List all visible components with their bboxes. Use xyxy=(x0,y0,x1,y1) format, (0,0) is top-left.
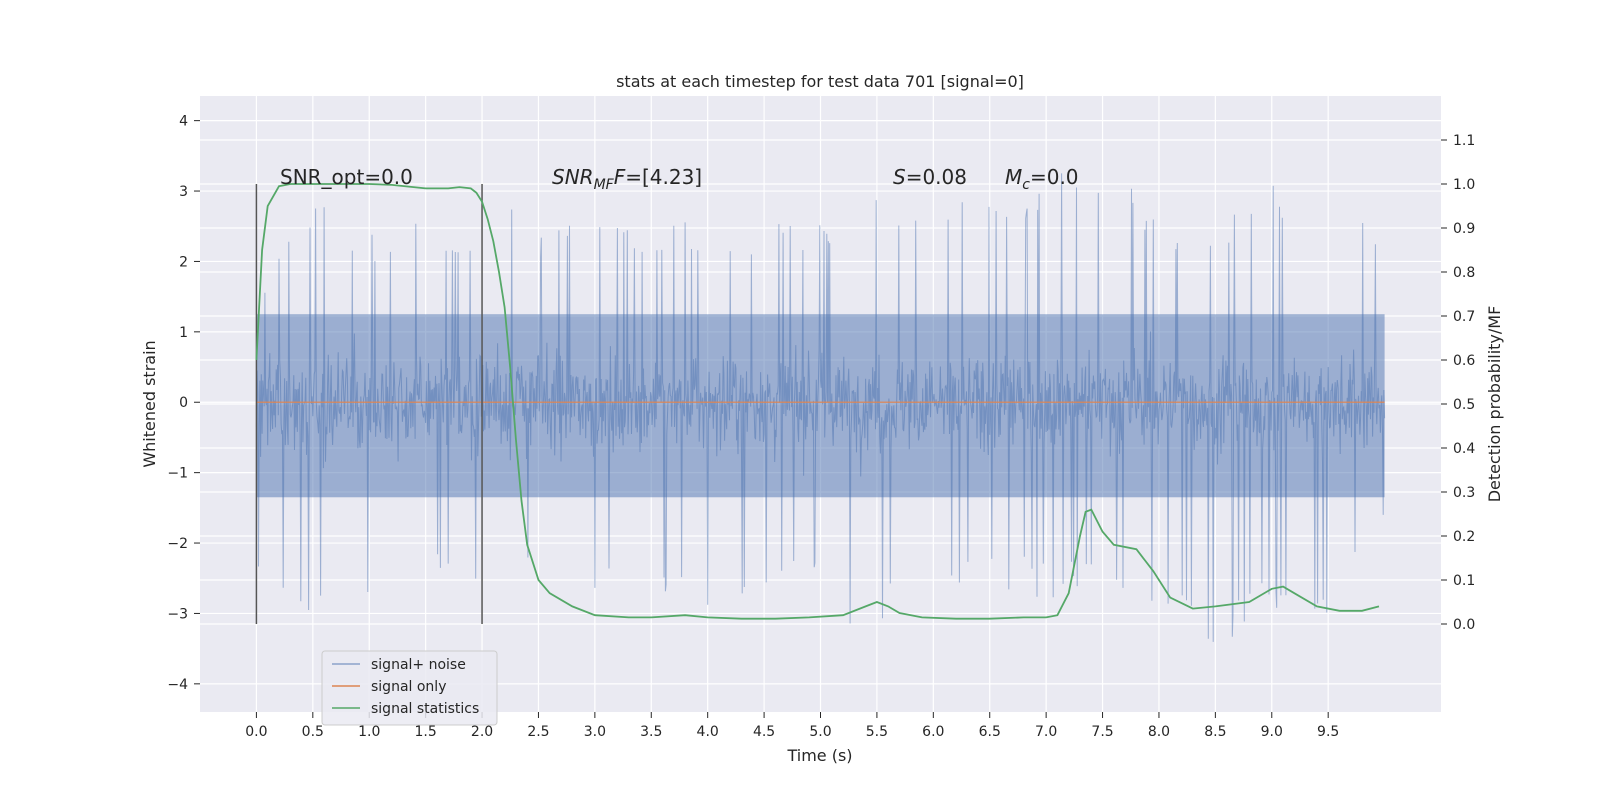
annotation-s-base: S xyxy=(893,165,906,189)
annotation-snr-mf-value: =[4.23] xyxy=(625,165,702,189)
annotation-s: S=0.08 xyxy=(893,165,967,189)
annotation-snr-mf-base: SNR xyxy=(552,165,594,189)
annotation-snr-mf-sub: MF xyxy=(594,177,615,193)
x-tick-label: 8.0 xyxy=(1148,724,1170,740)
noise-trace xyxy=(255,173,1386,642)
x-tick-label: 7.0 xyxy=(1035,724,1057,740)
x-tick-label: 0.0 xyxy=(245,724,267,740)
x-tick-label: 7.5 xyxy=(1091,724,1113,740)
y-tick-label: 3 xyxy=(179,184,188,200)
x-tick-label: 9.0 xyxy=(1261,724,1283,740)
y-tick-label: 0 xyxy=(179,395,188,411)
signal-statistics-line xyxy=(255,183,1380,620)
chart-title: stats at each timestep for test data 701… xyxy=(616,72,1024,91)
y-right-tick-label: 0.0 xyxy=(1453,617,1475,633)
y-right-tick-label: 1.0 xyxy=(1453,177,1475,193)
x-tick-label: 6.0 xyxy=(922,724,944,740)
x-tick-label: 9.5 xyxy=(1317,724,1339,740)
legend-box xyxy=(321,650,498,726)
y-tick-label: −1 xyxy=(167,466,188,482)
annotation-mc-value: =0.0 xyxy=(1030,165,1079,189)
y-tick-label: −4 xyxy=(167,677,188,693)
y-tick-label: −2 xyxy=(167,536,188,552)
x-tick-label: 4.0 xyxy=(697,724,719,740)
annotation-mc: Mc=0.0 xyxy=(1005,165,1079,193)
y-right-tick-label: 0.1 xyxy=(1453,573,1475,589)
x-tick-label: 3.0 xyxy=(584,724,606,740)
annotation-snr-mf-f: F xyxy=(614,165,626,189)
x-tick-label: 3.5 xyxy=(640,724,662,740)
y-tick-label: 1 xyxy=(179,325,188,341)
legend-label-signal-statistics: signal statistics xyxy=(371,701,479,717)
vertical-markers xyxy=(255,184,483,624)
y-right-tick-labels: 1.1 1.0 0.9 0.8 0.7 0.6 0.5 0.4 0.3 0.2 0.1 0.0 xyxy=(1441,133,1475,633)
x-tick-label: 4.5 xyxy=(753,724,775,740)
y-tick-label: 2 xyxy=(179,254,188,270)
annotation-snr-opt: SNR_opt=0.0 xyxy=(280,165,413,189)
annotation-snr-mf: SNRMFF=[4.23] xyxy=(552,165,702,193)
annotation-mc-base: M xyxy=(1005,165,1022,189)
series-signal-statistics xyxy=(255,183,1380,620)
y-axis-label: Whitened strain xyxy=(140,340,159,467)
y-right-tick-label: 0.3 xyxy=(1453,485,1475,501)
annotations: SNR_opt=0.0 SNRMFF=[4.23] S=0.08 Mc=0.0 xyxy=(280,165,1079,193)
x-tick-label: 2.5 xyxy=(527,724,549,740)
legend: signal+ noise signal only signal statist… xyxy=(321,650,498,726)
x-tick-labels: 0.0 0.5 1.0 1.5 2.0 2.5 3.0 3.5 4.0 4.5 5.0 5.5 6.0 6… xyxy=(245,712,1339,740)
annotation-mc-sub: c xyxy=(1022,177,1030,193)
y-tick-label: −3 xyxy=(167,606,188,622)
legend-label-signal-noise: signal+ noise xyxy=(371,657,466,673)
x-tick-label: 8.5 xyxy=(1204,724,1226,740)
x-tick-label: 2.0 xyxy=(471,724,493,740)
x-tick-label: 0.5 xyxy=(302,724,324,740)
y-right-tick-label: 0.5 xyxy=(1453,397,1475,413)
x-tick-label: 1.0 xyxy=(358,724,380,740)
y-right-tick-label: 1.1 xyxy=(1453,133,1475,149)
y-right-tick-label: 0.7 xyxy=(1453,309,1475,325)
annotation-s-value: =0.08 xyxy=(906,165,967,189)
y-tick-labels: 4 3 2 1 0 −1 −2 −3 −4 xyxy=(167,114,200,693)
x-tick-label: 6.5 xyxy=(979,724,1001,740)
legend-label-signal-only: signal only xyxy=(371,679,446,695)
x-axis-label: Time (s) xyxy=(786,746,852,765)
x-tick-label: 1.5 xyxy=(415,724,437,740)
y-right-tick-label: 0.4 xyxy=(1453,441,1475,457)
y-right-axis-label: Detection probability/MF xyxy=(1485,306,1504,503)
y-right-tick-label: 0.2 xyxy=(1453,529,1475,545)
y-right-tick-label: 0.9 xyxy=(1453,221,1475,237)
series-signal-noise xyxy=(255,173,1386,642)
y-right-tick-label: 0.6 xyxy=(1453,353,1475,369)
x-tick-label: 5.5 xyxy=(866,724,888,740)
x-tick-label: 5.0 xyxy=(809,724,831,740)
y-tick-label: 4 xyxy=(179,114,188,130)
y-right-tick-label: 0.8 xyxy=(1453,265,1475,281)
